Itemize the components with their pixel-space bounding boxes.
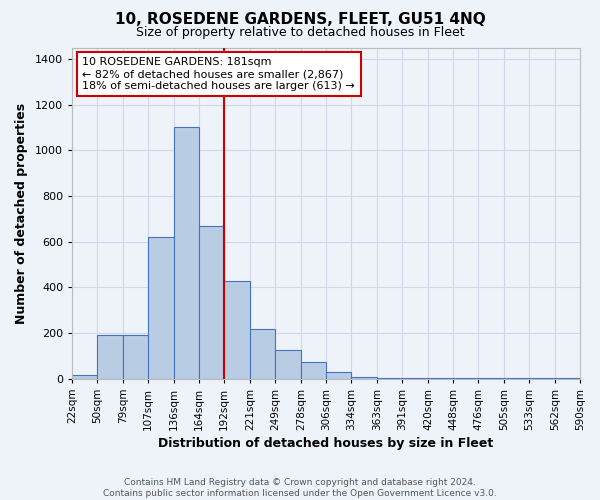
Bar <box>123 336 148 379</box>
Y-axis label: Number of detached properties: Number of detached properties <box>15 102 28 324</box>
Bar <box>275 350 301 379</box>
Text: 10, ROSEDENE GARDENS, FLEET, GU51 4NQ: 10, ROSEDENE GARDENS, FLEET, GU51 4NQ <box>115 12 485 28</box>
Bar <box>224 280 250 379</box>
Text: Size of property relative to detached houses in Fleet: Size of property relative to detached ho… <box>136 26 464 39</box>
Bar <box>504 378 529 379</box>
Bar <box>199 226 224 379</box>
Bar <box>174 128 199 379</box>
Bar <box>148 237 174 379</box>
Text: Contains HM Land Registry data © Crown copyright and database right 2024.
Contai: Contains HM Land Registry data © Crown c… <box>103 478 497 498</box>
Bar <box>301 362 326 379</box>
Bar <box>478 378 504 379</box>
Bar <box>453 378 478 379</box>
X-axis label: Distribution of detached houses by size in Fleet: Distribution of detached houses by size … <box>158 437 494 450</box>
Bar <box>377 378 402 379</box>
Bar <box>529 378 555 379</box>
Bar <box>97 336 123 379</box>
Bar <box>402 378 428 379</box>
Bar <box>428 378 453 379</box>
Bar <box>72 376 97 379</box>
Text: 10 ROSEDENE GARDENS: 181sqm
← 82% of detached houses are smaller (2,867)
18% of : 10 ROSEDENE GARDENS: 181sqm ← 82% of det… <box>82 58 355 90</box>
Bar <box>250 328 275 379</box>
Bar <box>555 378 580 379</box>
Bar <box>326 372 351 379</box>
Bar <box>351 376 377 379</box>
